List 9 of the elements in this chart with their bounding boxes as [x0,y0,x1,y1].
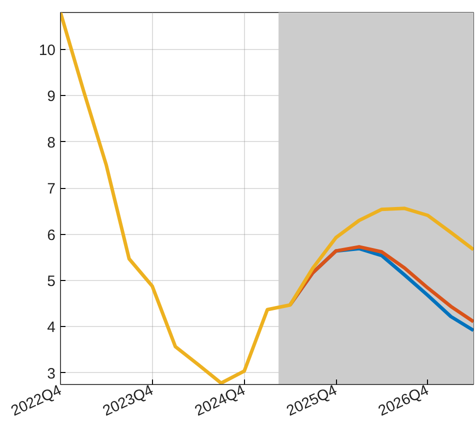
y-tick-label: 5 [47,273,56,290]
y-tick-label: 7 [47,180,56,198]
y-tick-label: 10 [38,42,56,59]
line-series [60,12,474,384]
y-tick-label: 3 [47,365,56,382]
y-tick-label: 6 [47,226,56,244]
y-tick-label: 8 [47,134,56,152]
y-tick-label: 4 [47,319,56,336]
y-tick-label: 9 [47,88,56,106]
